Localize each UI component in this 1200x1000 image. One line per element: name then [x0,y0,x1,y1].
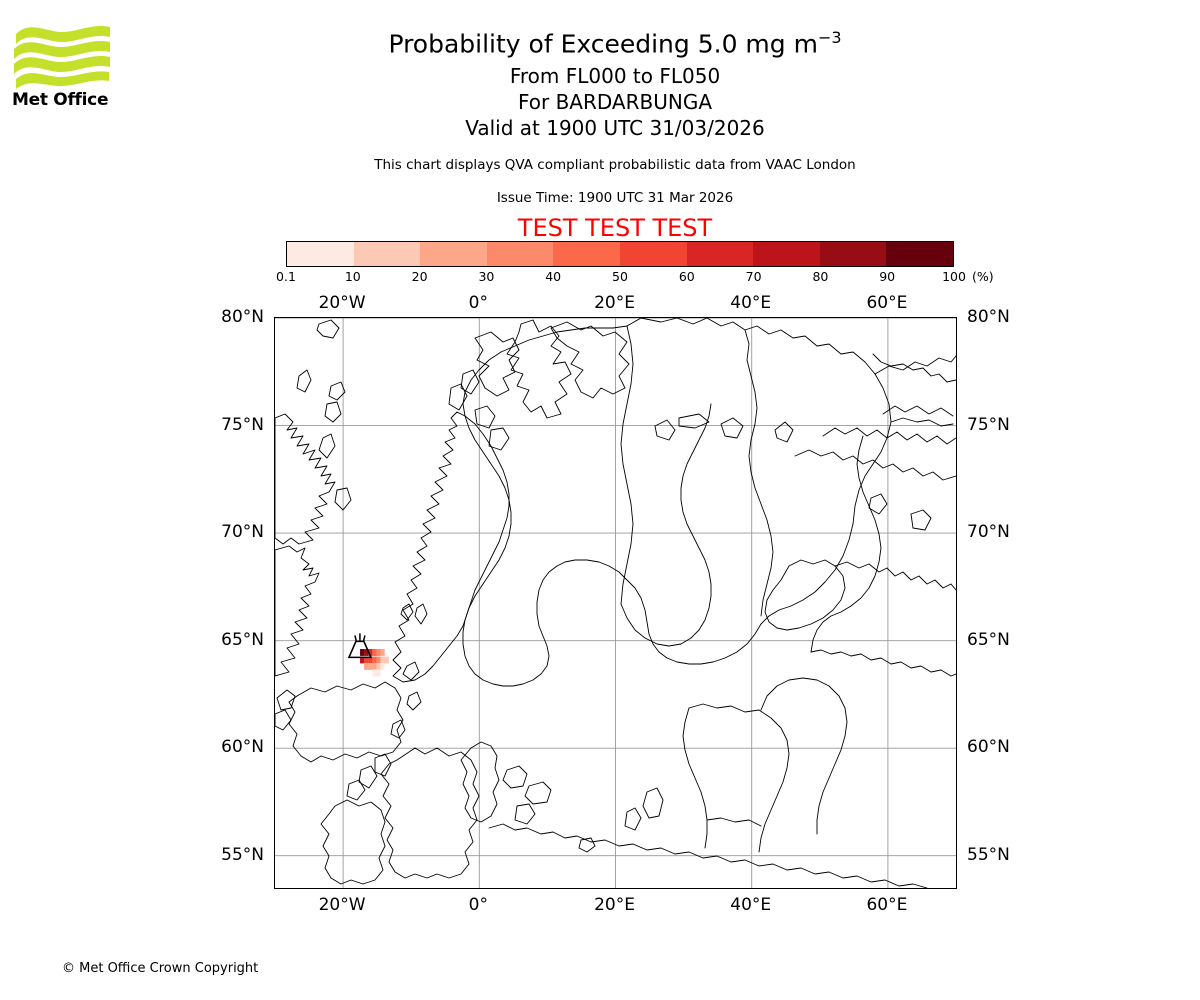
ash-cell-13 [364,663,369,670]
ash-cell-10 [376,656,381,664]
test-banner: TEST TEST TEST [517,214,713,242]
ash-cell-11 [380,656,385,664]
valid-time-line: Valid at 1900 UTC 31/03/2026 [465,116,765,140]
lat-label-right-75°N: 75°N [967,414,1010,435]
ash-cell-2 [368,649,373,656]
volcano-name-line: For BARDARBUNGA [517,90,713,114]
map-plot-area[interactable] [274,317,957,889]
colorbar-band-5 [619,242,687,266]
map-canvas [275,318,956,888]
colorbar-tick-50: 50 [612,269,628,284]
ash-cell-16 [376,663,381,670]
ash-cell-15 [372,663,377,670]
ash-cell-18 [372,669,377,677]
lon-label-top-0°: 0° [468,293,488,313]
colorbar-tick-90: 90 [879,269,896,284]
lat-label-right-70°N: 70°N [967,522,1010,543]
lon-label-bottom-40°E: 40°E [730,895,772,915]
lat-label-right-65°N: 65°N [967,629,1010,650]
colorbar-tick-80: 80 [812,269,829,284]
lon-label-top-20°E: 20°E [594,293,635,313]
lat-label-left-65°N: 65°N [221,629,264,650]
ash-cell-5 [380,649,385,656]
ash-cell-8 [368,656,373,664]
lon-label-top-40°E: 40°E [730,293,772,313]
colorbar-tick-10: 10 [344,269,361,284]
colorbar-bands [286,241,954,267]
title-text: Probability of Exceeding 5.0 mg m [388,29,818,59]
volcano-plume-stroke-2 [362,635,366,642]
colorbar-tick-0.1: 0.1 [276,269,296,284]
lat-label-left-70°N: 70°N [221,522,264,543]
page-title: Probability of Exceeding 5.0 mg m−3 [150,28,1080,58]
colorbar-band-4 [553,242,620,266]
map-gridlines [275,318,956,888]
ash-cell-19 [376,669,381,677]
colorbar-band-6 [686,242,754,266]
colorbar-tick-labels: 0.1 10 20 30 40 50 60 70 80 90 100 [276,269,966,287]
ash-cell-14 [368,663,373,670]
ash-cell-12 [384,656,389,664]
lat-label-right-80°N: 80°N [967,307,1010,327]
lon-label-bottom-0°: 0° [468,895,488,915]
colorbar-band-7 [753,242,820,266]
met-office-waves-icon [14,25,110,89]
ash-probability-cells [360,649,389,677]
lat-label-right-60°N: 60°N [967,737,1010,758]
colorbar-tick-100: 100 [942,269,966,284]
qva-note: This chart displays QVA compliant probab… [374,157,856,173]
colorbar-band-1 [353,242,421,266]
lat-label-left-55°N: 55°N [221,844,264,865]
lat-label-right-55°N: 55°N [967,844,1010,865]
ash-cell-3 [372,649,377,656]
lon-label-bottom-20°E: 20°E [594,895,635,915]
ash-cell-9 [372,656,377,664]
ash-cell-4 [376,649,381,656]
lat-label-left-60°N: 60°N [221,737,264,758]
coastlines [275,318,956,888]
ash-cell-7 [364,656,369,664]
colorbar-tick-70: 70 [745,269,762,284]
colorbar-band-0 [287,242,354,266]
flight-level-range: From FL000 to FL050 [509,64,721,88]
colorbar-band-9 [886,242,953,266]
lon-label-bottom-20°W: 20°W [318,895,366,915]
lat-label-left-80°N: 80°N [221,307,264,327]
ash-cell-6 [360,656,365,664]
colorbar-tick-30: 30 [478,269,495,284]
ash-cell-17 [380,663,385,670]
ash-cell-1 [364,649,369,656]
met-office-wordmark: Met Office [12,90,109,110]
lon-label-top-60°E: 60°E [866,293,908,313]
title-exponent: −3 [817,28,842,47]
copyright-notice: © Met Office Crown Copyright [62,961,259,976]
colorbar-band-8 [819,242,887,266]
colorbar-tick-60: 60 [678,269,695,284]
lon-label-bottom-60°E: 60°E [866,895,908,915]
colorbar-band-2 [420,242,487,266]
ash-cell-0 [360,649,365,656]
colorbar-unit-label: (%) [972,269,994,284]
lat-label-left-75°N: 75°N [221,414,264,435]
colorbar-tick-20: 20 [411,269,428,284]
colorbar-band-3 [486,242,554,266]
probability-colorbar [286,241,954,267]
volcano-plume-stroke-0 [354,635,358,642]
volcano-marker-bardarbunga [347,633,373,659]
met-office-logo [12,22,112,114]
issue-time: Issue Time: 1900 UTC 31 Mar 2026 [496,190,734,206]
colorbar-tick-40: 40 [545,269,562,284]
lon-label-top-20°W: 20°W [318,293,366,313]
